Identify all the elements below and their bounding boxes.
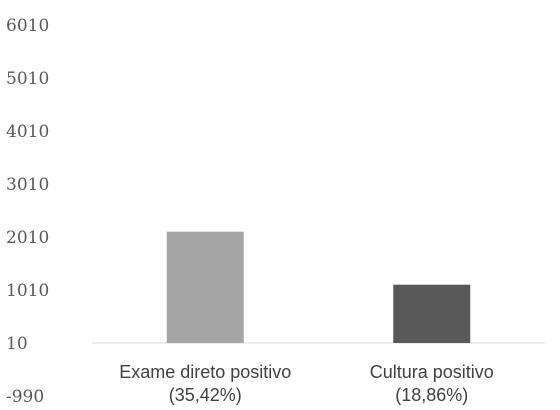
bar (166, 231, 244, 343)
y-tick-label: 2010 (6, 228, 49, 248)
y-tick-label: 6010 (6, 16, 49, 36)
y-tick-label: 5010 (6, 69, 49, 89)
y-tick-label: -990 (6, 387, 44, 407)
x-category-label: (35,42%) (169, 385, 242, 405)
x-category-label: Cultura positivo (370, 362, 494, 382)
x-axis-labels: Exame direto positivo (35,42%) Cultura pos… (119, 362, 494, 405)
x-category-label: Exame direto positivo (119, 362, 291, 382)
x-category-label: (18,86%) (395, 385, 468, 405)
y-tick-label: 10 (6, 334, 28, 354)
bar (393, 284, 471, 343)
y-tick-label: 1010 (6, 281, 49, 301)
y-tick-label: 3010 (6, 175, 49, 195)
bars (166, 231, 471, 343)
y-tick-label: 4010 (6, 122, 49, 142)
